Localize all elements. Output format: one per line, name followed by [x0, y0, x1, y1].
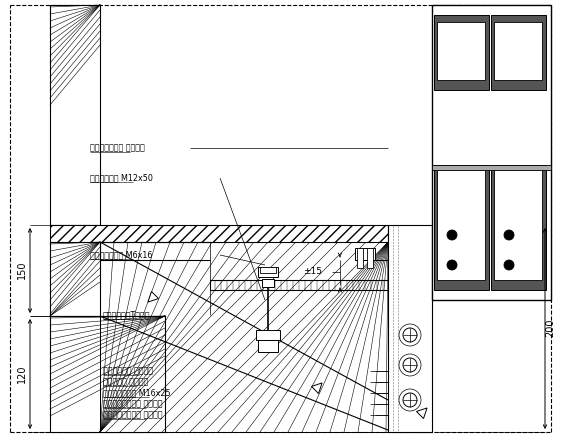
Bar [50, 5, 100, 225]
Bar [432, 5, 551, 300]
Polygon shape [148, 291, 159, 302]
Text: 150: 150 [17, 261, 27, 279]
Bar [388, 225, 432, 432]
Text: 铝合金转接件 阳极氧化: 铝合金转接件 阳极氧化 [103, 367, 153, 375]
Polygon shape [50, 242, 388, 432]
Bar [50, 225, 388, 242]
Bar [258, 340, 278, 352]
Text: ±15: ±15 [303, 267, 322, 277]
Bar [434, 165, 489, 290]
Bar [256, 330, 280, 340]
Circle shape [447, 260, 457, 270]
Bar [494, 22, 542, 80]
Text: 不锈钢调整螺柱 M16x25: 不锈钢调整螺柱 M16x25 [103, 388, 171, 398]
Text: 120: 120 [17, 365, 27, 383]
Text: 不锈钢螺栓组 M12x50: 不锈钢螺栓组 M12x50 [90, 173, 153, 183]
Circle shape [403, 328, 417, 342]
Circle shape [403, 393, 417, 407]
Text: 不锈钢限位螺钉 M6x16: 不锈钢限位螺钉 M6x16 [90, 250, 153, 260]
Text: 铝合金挂件 阳极氧化: 铝合金挂件 阳极氧化 [103, 378, 148, 386]
Bar [437, 22, 485, 80]
Polygon shape [311, 383, 322, 394]
Circle shape [504, 230, 514, 240]
Text: 铝合金单元上横框 氟碳喷涂: 铝合金单元上横框 氟碳喷涂 [103, 399, 163, 409]
Bar [432, 165, 551, 170]
Text: 铝合金单元竖框 氟碳喷涂: 铝合金单元竖框 氟碳喷涂 [90, 143, 145, 153]
Bar [258, 267, 278, 277]
Bar [491, 165, 546, 290]
Circle shape [504, 260, 514, 270]
Text: 槽型埋件，配T型螺栓: 槽型埋件，配T型螺栓 [103, 311, 150, 319]
Bar [50, 242, 100, 316]
Bar [357, 248, 363, 268]
Bar [367, 248, 373, 268]
Bar [262, 279, 274, 287]
Bar [494, 170, 542, 280]
Text: 铝合金单元下横框 氟碳喷涂: 铝合金单元下横框 氟碳喷涂 [103, 410, 163, 420]
Bar [437, 170, 485, 280]
Bar [355, 248, 375, 260]
Bar [491, 15, 546, 90]
Circle shape [403, 358, 417, 372]
Circle shape [447, 230, 457, 240]
Text: 200: 200 [545, 319, 555, 337]
Bar [50, 316, 165, 432]
Polygon shape [416, 408, 427, 419]
Bar [260, 267, 276, 273]
Bar [434, 15, 489, 90]
